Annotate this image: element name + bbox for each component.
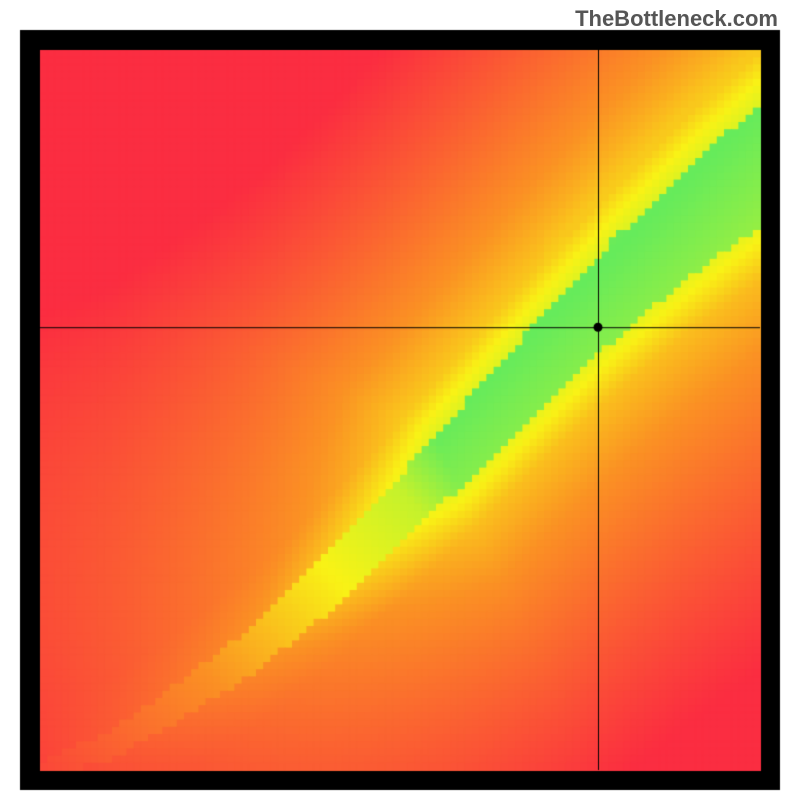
bottleneck-heatmap xyxy=(0,0,800,800)
watermark-text: TheBottleneck.com xyxy=(575,6,778,32)
